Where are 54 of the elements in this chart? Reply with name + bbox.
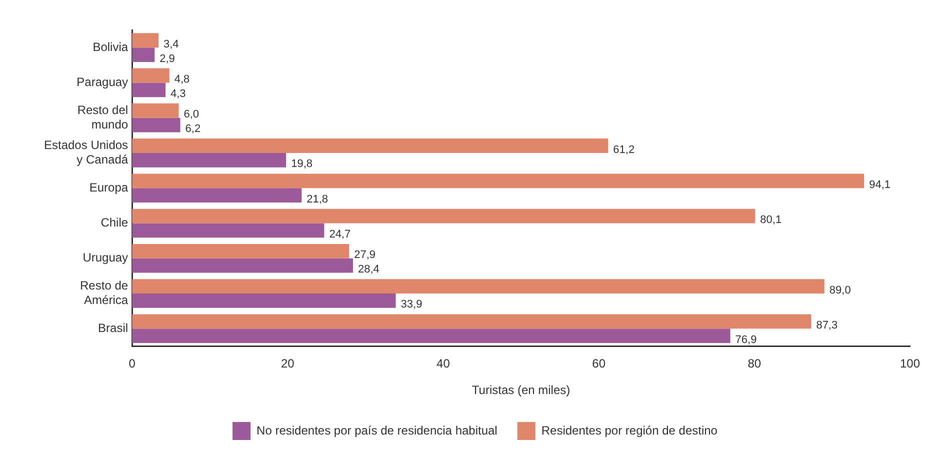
bar xyxy=(132,174,864,188)
x-tick-label: 80 xyxy=(748,356,762,371)
bar xyxy=(132,103,179,118)
data-label: 24,7 xyxy=(329,228,351,240)
x-tick-label: 20 xyxy=(280,356,295,371)
x-axis-title: Turistas (en miles) xyxy=(472,383,570,398)
data-label: 6,0 xyxy=(184,108,200,121)
bar xyxy=(132,152,286,168)
data-label: 89,0 xyxy=(829,284,851,296)
y-tick-label: Europa xyxy=(89,180,128,194)
y-tick-label: Resto de América xyxy=(80,278,128,308)
x-tick-label: 60 xyxy=(592,356,606,371)
data-label: 80,1 xyxy=(760,214,782,226)
data-label: 87,3 xyxy=(816,319,838,332)
bar xyxy=(132,328,730,344)
y-tick-label: Chile xyxy=(100,216,128,230)
bar xyxy=(132,279,824,294)
bar xyxy=(132,33,158,48)
data-label: 6,2 xyxy=(185,123,201,136)
y-tick-label: Paraguay xyxy=(76,75,128,90)
bar xyxy=(132,68,170,83)
bar xyxy=(132,244,350,258)
y-tick-label: Estados Unidos y Canadá xyxy=(44,138,128,166)
data-label: 27,9 xyxy=(354,249,376,262)
bar xyxy=(132,48,155,62)
bar xyxy=(132,223,324,238)
data-label: 21,8 xyxy=(306,193,328,206)
bar xyxy=(132,118,180,132)
y-tick-label: Uruguay xyxy=(82,250,128,265)
data-label: 3,4 xyxy=(163,38,179,50)
data-label: 2,9 xyxy=(160,52,175,65)
x-tick-label: 40 xyxy=(436,356,450,371)
data-label: 28,4 xyxy=(358,264,380,276)
bar xyxy=(132,138,608,153)
bar xyxy=(132,294,396,308)
bar xyxy=(132,208,756,224)
x-tick-label: 100 xyxy=(900,356,920,371)
legend-label: Residentes por región de destino xyxy=(541,423,718,438)
y-tick-label: Bolivia xyxy=(92,40,128,54)
y-tick-label: Brasil xyxy=(98,320,128,335)
bar xyxy=(132,314,812,329)
data-label: 19,8 xyxy=(291,158,313,170)
y-tick-label: Resto del mundo xyxy=(77,102,128,132)
data-label: 94,1 xyxy=(869,178,891,191)
data-label: 33,9 xyxy=(400,298,422,311)
legend-label: No residentes por país de residencia habitual xyxy=(256,423,498,438)
data-label: 76,9 xyxy=(735,334,757,346)
x-tick-label: 0 xyxy=(128,356,136,371)
data-label: 4,3 xyxy=(170,88,186,100)
bar xyxy=(132,82,166,98)
data-label: 4,8 xyxy=(174,74,190,86)
data-label: 61,2 xyxy=(613,144,635,156)
bar xyxy=(132,258,353,273)
bar xyxy=(132,188,302,203)
